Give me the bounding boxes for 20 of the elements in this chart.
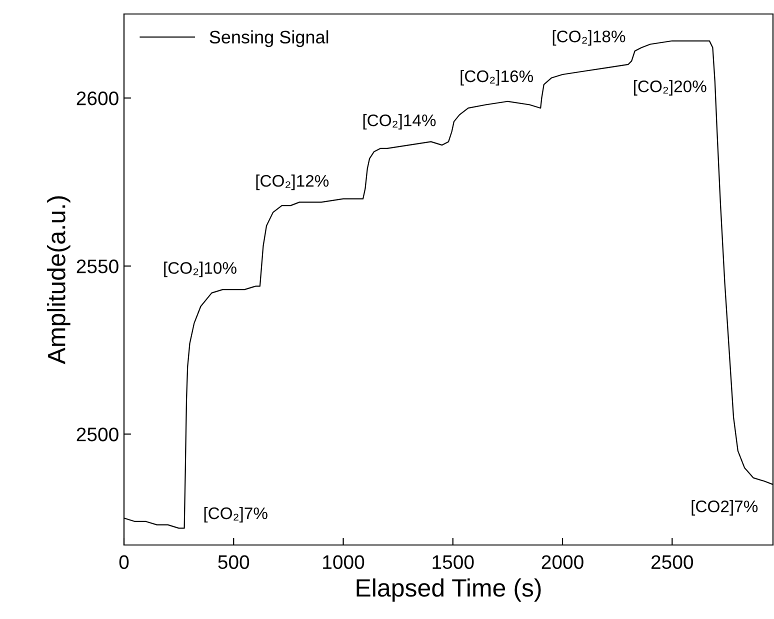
annotation: [CO₂]10%	[164, 262, 236, 278]
y-tick-label: 2600	[76, 91, 118, 106]
x-axis-title: Elapsed Time (s)	[356, 578, 541, 602]
annotation: [CO₂]20%	[634, 80, 706, 96]
y-axis-title: Amplitude(a.u.)	[47, 196, 70, 364]
x-tick-label: 1000	[323, 555, 364, 570]
annotation: [CO₂]12%	[256, 174, 329, 190]
x-tick-label: 2500	[651, 555, 694, 570]
x-tick-label: 0	[119, 555, 129, 570]
annotation: [CO2]7%	[692, 500, 758, 516]
x-tick-label: 1500	[432, 555, 474, 570]
annotation: [CO₂]18%	[552, 30, 626, 46]
annotation: [CO₂]7%	[204, 506, 268, 522]
y-tick-label: 2550	[76, 260, 118, 274]
x-tick-label: 500	[218, 555, 250, 570]
x-tick-label: 2000	[542, 555, 584, 570]
legend-label: Sensing Signal	[210, 30, 328, 48]
annotation: [CO₂]14%	[363, 114, 436, 130]
annotation: [CO₂]16%	[460, 70, 534, 86]
y-tick-label: 2500	[76, 428, 118, 442]
